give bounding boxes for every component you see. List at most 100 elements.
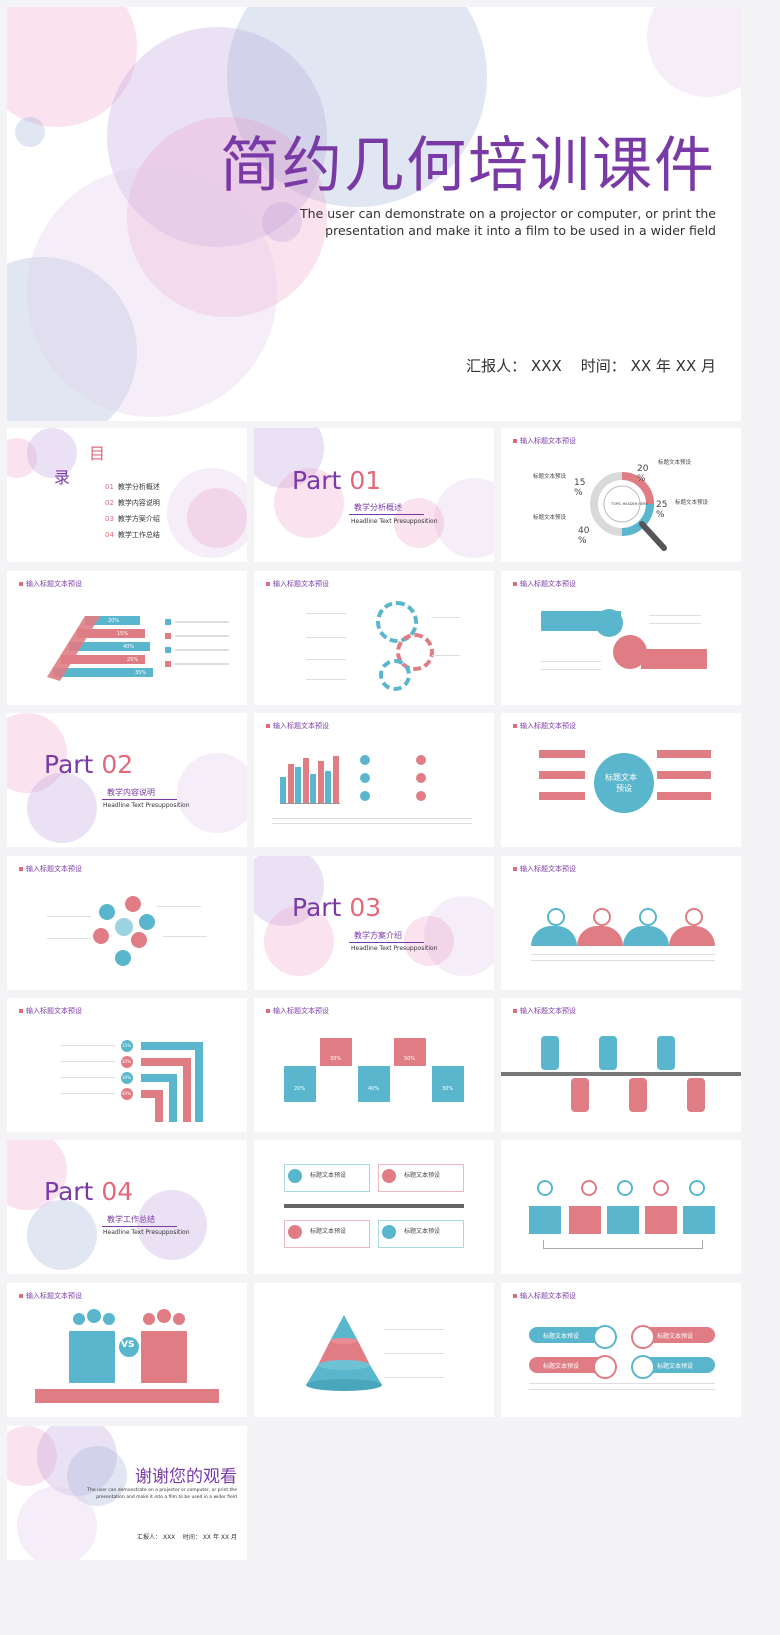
toc-label: 教学工作总结 bbox=[117, 531, 160, 539]
gear-icon bbox=[379, 659, 411, 691]
toc-item: 03 教学方案介绍 bbox=[105, 514, 160, 524]
toc-label: 教学内容说明 bbox=[117, 499, 160, 507]
gears-slide: 输入标题文本预设 bbox=[254, 571, 494, 705]
part-english: Headline Text Presupposition bbox=[103, 802, 190, 809]
card-title: 标题文本预设 bbox=[310, 1228, 347, 1235]
vs-slide: 输入标题文本预设 VS bbox=[7, 1283, 247, 1417]
toc-slide: 目 录 01 教学分析概述 02 教学内容说明 03 教学方案介绍 04 教学工作总结 bbox=[7, 428, 247, 562]
slide-header: 输入标题文本预设 bbox=[513, 1291, 576, 1301]
cover-subtitle-2: presentation and make it into a film to … bbox=[325, 223, 716, 238]
ending-info: 汇报人： XXX 时间： XX 年 XX 月 bbox=[137, 1534, 237, 1541]
process-slide bbox=[501, 1140, 741, 1274]
pct-label: 30% bbox=[330, 1056, 342, 1062]
tag-label: 标题文本预设 bbox=[657, 1363, 694, 1370]
cards-slide: 标题文本预设 标题文本预设 标题文本预设 标题文本预设 bbox=[254, 1140, 494, 1274]
cover-slide: 简约几何培训课件 The user can demonstrate on a p… bbox=[7, 7, 741, 421]
pct-label: 20 % bbox=[637, 464, 649, 484]
magnifier-chart bbox=[590, 472, 667, 551]
tag bbox=[529, 1357, 609, 1373]
hub-center-line-1: 标题文本 bbox=[605, 773, 637, 782]
pct-label: 40 % bbox=[578, 526, 590, 546]
feature-icon bbox=[360, 773, 370, 783]
part-03-slide: Part 03 教学方案介绍 Headline Text Presupposit… bbox=[254, 856, 494, 990]
cover-reporter: 汇报人： XXX 时间： XX 年 XX 月 bbox=[466, 357, 716, 375]
chart-bar bbox=[332, 756, 339, 803]
hexagons-slide: 输入标题文本预设 30% 50% 20% 40% 30% bbox=[254, 998, 494, 1132]
pct-label: 25% bbox=[127, 657, 139, 663]
card bbox=[378, 1164, 464, 1192]
chart-bar bbox=[310, 773, 316, 803]
flower-slide: 输入标题文本预设 bbox=[7, 856, 247, 990]
arrows-slide: 输入标题文本预设 15% 20% 30% 40% bbox=[7, 998, 247, 1132]
toc-label: 教学分析概述 bbox=[117, 483, 160, 491]
user-icon bbox=[157, 1309, 171, 1323]
slide-header: 输入标题文本预设 bbox=[19, 1006, 82, 1016]
pct-label: 15% bbox=[117, 631, 129, 637]
part-subtitle: 教学工作总结 bbox=[107, 1215, 155, 1224]
bar-chart bbox=[280, 751, 340, 804]
feature-icon bbox=[360, 755, 370, 765]
card bbox=[284, 1220, 370, 1248]
chart-bar bbox=[287, 764, 294, 803]
cone-chart bbox=[306, 1315, 382, 1391]
slide-header: 输入标题文本预设 bbox=[513, 436, 576, 446]
pct-label: 35% bbox=[135, 670, 147, 676]
hub-slide: 输入标题文本预设 标题文本 预设 bbox=[501, 713, 741, 847]
hub-center-line-2: 预设 bbox=[616, 784, 632, 793]
pin-icon bbox=[593, 908, 611, 926]
toc-label: 教学方案介绍 bbox=[117, 515, 160, 523]
pct-label: 50% bbox=[404, 1056, 416, 1062]
tag-label: 标题文本预设 bbox=[657, 1333, 694, 1340]
slide-header: 输入标题文本预设 bbox=[513, 1006, 576, 1016]
gear-boxes-slide: 输入标题文本预设 bbox=[501, 571, 741, 705]
pins-slide: 输入标题文本预设 bbox=[501, 856, 741, 990]
pct-label: 15% bbox=[122, 1043, 131, 1048]
staircase-slide: 输入标题文本预设 20% 15% 40% 25% 35% bbox=[7, 571, 247, 705]
magnifier-center-text: TOPIC HEADER HERE bbox=[611, 502, 648, 506]
part-04-slide: Part 04 教学工作总结 Headline Text Presupposit… bbox=[7, 1140, 247, 1274]
tag bbox=[529, 1327, 609, 1343]
card-title: 标题文本预设 bbox=[310, 1172, 347, 1179]
bubble bbox=[127, 117, 327, 317]
ending-title: 谢谢您的观看 bbox=[135, 1467, 237, 1487]
magnifier-slide: 输入标题文本预设 TOPIC HEADER HERE 20 % 25 % 15 … bbox=[501, 428, 741, 562]
cover-title: 简约几何培训课件 bbox=[220, 131, 716, 201]
gear-icon bbox=[595, 609, 623, 637]
feature-icon bbox=[360, 791, 370, 801]
feature-icon bbox=[416, 773, 426, 783]
bubble bbox=[647, 7, 741, 97]
part-english: Headline Text Presupposition bbox=[351, 945, 438, 952]
gear-icon bbox=[376, 601, 418, 643]
pin-icon bbox=[685, 908, 703, 926]
bubble bbox=[15, 117, 45, 147]
toc-num: 03 bbox=[105, 515, 114, 523]
part-01-slide: Part 01 教学分析概述 Headline Text Presupposit… bbox=[254, 428, 494, 562]
chart-bar bbox=[280, 777, 286, 803]
slide-header: 输入标题文本预设 bbox=[266, 1006, 329, 1016]
part-english: Headline Text Presupposition bbox=[351, 518, 438, 525]
toc-item: 04 教学工作总结 bbox=[105, 530, 160, 540]
slide-header: 输入标题文本预设 bbox=[513, 579, 576, 589]
bubble bbox=[107, 27, 327, 247]
ending-sub-2: presentation and make it into a film to … bbox=[96, 1495, 237, 1500]
pin-icon bbox=[547, 908, 565, 926]
vs-label: VS bbox=[121, 1340, 135, 1350]
part-02-slide: Part 02 教学内容说明 Headline Text Presupposit… bbox=[7, 713, 247, 847]
card bbox=[378, 1220, 464, 1248]
cone-slide bbox=[254, 1283, 494, 1417]
part-heading: Part 01 bbox=[292, 466, 382, 495]
pct-label: 30% bbox=[122, 1075, 131, 1080]
bubble bbox=[27, 167, 277, 417]
mag-label: 标题文本预设 bbox=[533, 515, 567, 521]
chart-bar bbox=[295, 767, 301, 803]
toc-item: 02 教学内容说明 bbox=[105, 498, 160, 508]
toc-num: 01 bbox=[105, 483, 114, 491]
slide-header: 输入标题文本预设 bbox=[513, 721, 576, 731]
user-icon bbox=[87, 1309, 101, 1323]
card-title: 标题文本预设 bbox=[404, 1172, 441, 1179]
ending-sub-1: The user can demonstrate on a projector … bbox=[87, 1488, 237, 1493]
card bbox=[284, 1164, 370, 1192]
pct-label: 20% bbox=[108, 618, 120, 624]
part-heading: Part 04 bbox=[44, 1177, 134, 1206]
toc-num: 04 bbox=[105, 531, 114, 539]
